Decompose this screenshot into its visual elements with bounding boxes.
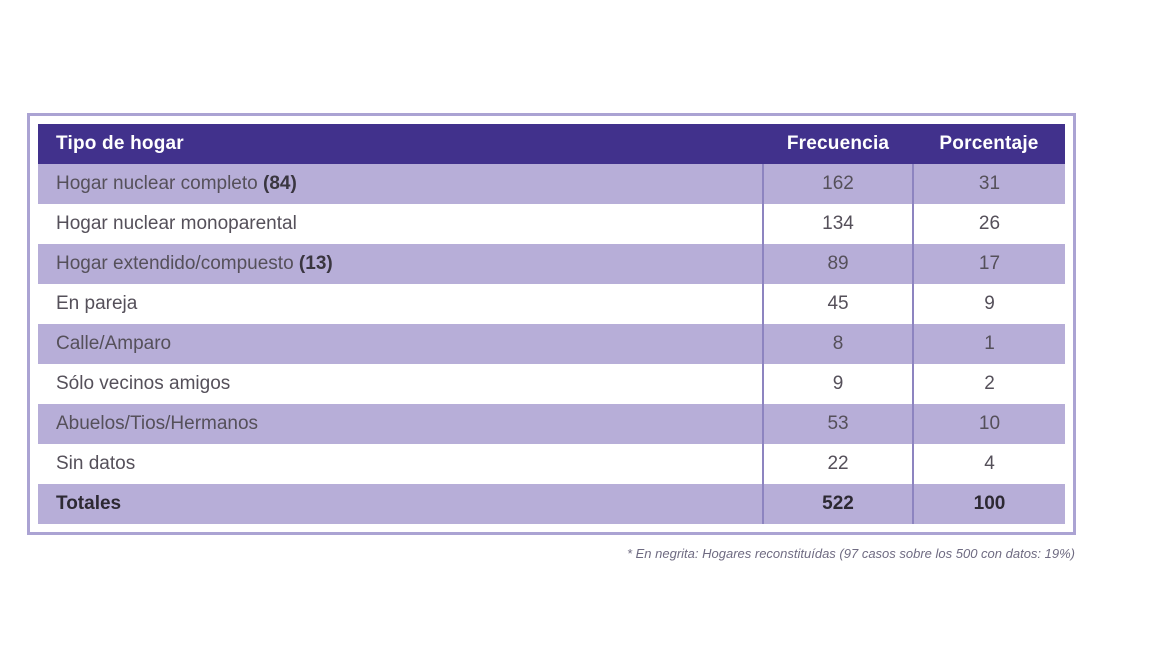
row-label-cell: Totales	[38, 484, 763, 524]
row-label-cell: Calle/Amparo	[38, 324, 763, 364]
row-label: Totales	[56, 493, 122, 514]
row-label: Calle/Amparo	[56, 333, 172, 354]
row-porcentaje: 1	[912, 324, 1065, 364]
row-porcentaje: 2	[912, 364, 1065, 404]
row-frecuencia: 9	[762, 364, 913, 404]
row-label-bold-suffix: (13)	[293, 253, 333, 274]
row-label: Hogar extendido/compuesto	[56, 253, 294, 274]
table-row: Hogar nuclear monoparental 134 26	[38, 204, 1065, 244]
household-types-table: Tipo de hogar Frecuencia Porcentaje Hoga…	[27, 113, 1076, 535]
row-label: Hogar nuclear monoparental	[56, 213, 297, 234]
row-label: Hogar nuclear completo	[56, 173, 258, 194]
table-footnote: * En negrita: Hogares reconstituídas (97…	[626, 546, 1075, 561]
row-label: Abuelos/Tios/Hermanos	[56, 413, 259, 434]
header-row: Tipo de hogar Frecuencia Porcentaje	[38, 124, 1065, 164]
row-label-cell: Sólo vecinos amigos	[38, 364, 763, 404]
row-porcentaje: 17	[912, 244, 1065, 284]
row-label: Sin datos	[56, 453, 136, 474]
row-frecuencia: 45	[762, 284, 913, 324]
row-label-cell: Hogar extendido/compuesto (13)	[38, 244, 763, 284]
table-row: Hogar extendido/compuesto (13) 89 17	[38, 244, 1065, 284]
row-frecuencia: 162	[762, 164, 913, 204]
table-row: Sólo vecinos amigos 9 2	[38, 364, 1065, 404]
row-label: En pareja	[56, 293, 138, 314]
row-porcentaje: 31	[912, 164, 1065, 204]
row-label-cell: En pareja	[38, 284, 763, 324]
row-frecuencia: 89	[762, 244, 913, 284]
table-row: Sin datos 22 4	[38, 444, 1065, 484]
row-porcentaje: 9	[912, 284, 1065, 324]
row-label-bold-suffix: (84)	[257, 173, 297, 194]
row-porcentaje: 4	[912, 444, 1065, 484]
table-row: Totales 522 100	[38, 484, 1065, 524]
row-label-cell: Hogar nuclear completo (84)	[38, 164, 763, 204]
row-frecuencia: 22	[762, 444, 913, 484]
header-tipo-de-hogar: Tipo de hogar	[56, 133, 184, 154]
data-table: Tipo de hogar Frecuencia Porcentaje Hoga…	[38, 124, 1065, 524]
row-porcentaje: 100	[912, 484, 1065, 524]
header-frecuencia: Frecuencia	[786, 133, 890, 154]
header-porcentaje: Porcentaje	[939, 133, 1039, 154]
row-porcentaje: 26	[912, 204, 1065, 244]
table-row: Hogar nuclear completo (84) 162 31	[38, 164, 1065, 204]
row-frecuencia: 8	[762, 324, 913, 364]
row-frecuencia: 134	[762, 204, 913, 244]
table-row: En pareja 45 9	[38, 284, 1065, 324]
row-label: Sólo vecinos amigos	[56, 373, 231, 394]
row-frecuencia: 53	[762, 404, 913, 444]
row-porcentaje: 10	[912, 404, 1065, 444]
row-label-cell: Abuelos/Tios/Hermanos	[38, 404, 763, 444]
row-frecuencia: 522	[762, 484, 913, 524]
row-label-cell: Hogar nuclear monoparental	[38, 204, 763, 244]
table-row: Abuelos/Tios/Hermanos 53 10	[38, 404, 1065, 444]
table-row: Calle/Amparo 8 1	[38, 324, 1065, 364]
row-label-cell: Sin datos	[38, 444, 763, 484]
